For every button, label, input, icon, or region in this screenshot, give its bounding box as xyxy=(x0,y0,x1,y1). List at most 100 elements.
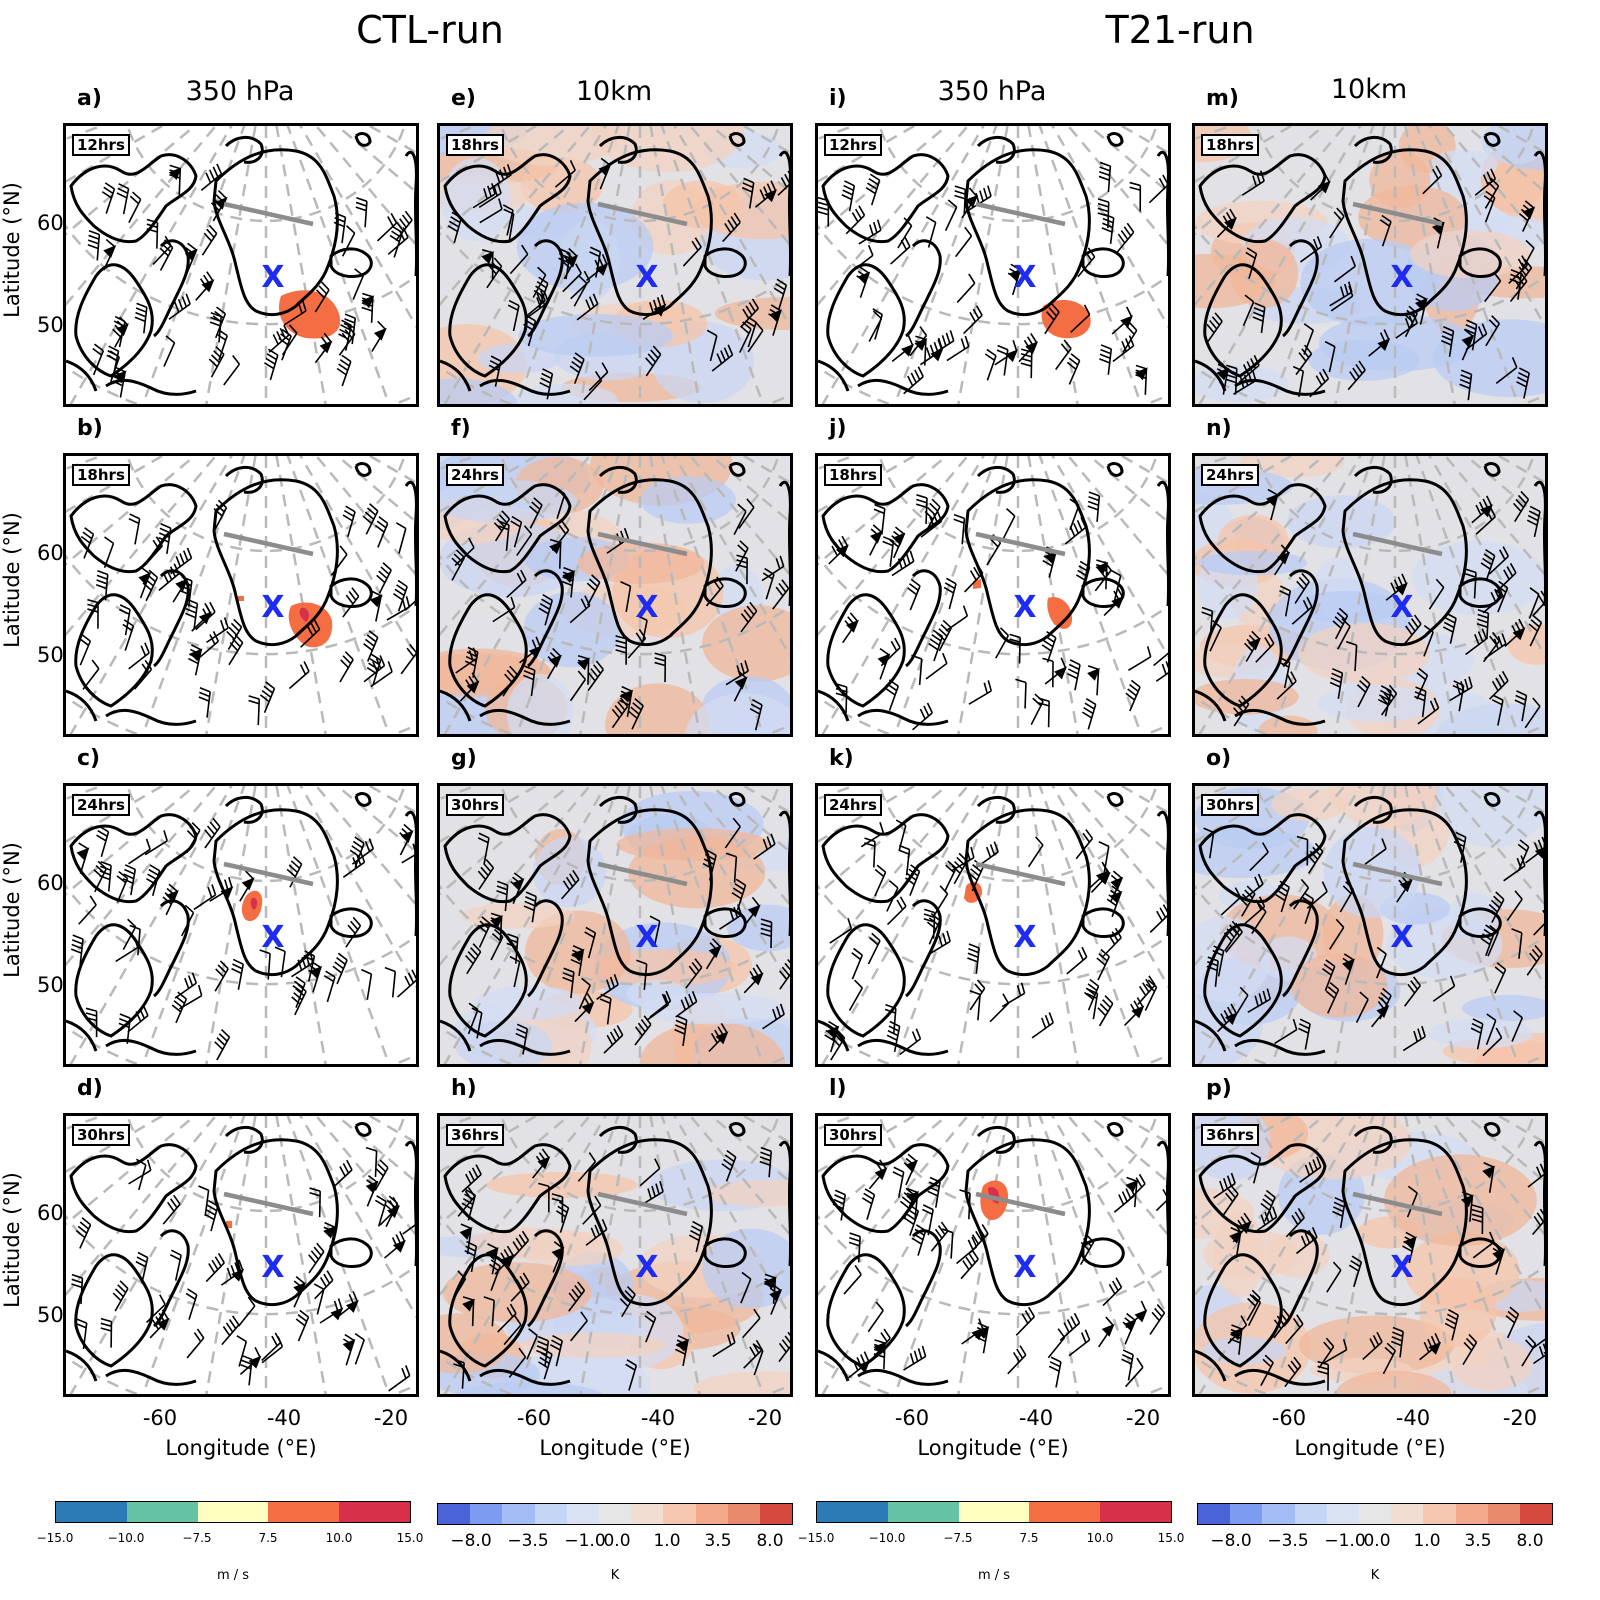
center-marker-icon: X xyxy=(1390,260,1413,295)
colorbar-tick-label: −10.0 xyxy=(868,1531,906,1545)
panel-label: h) xyxy=(451,1076,477,1101)
map-plot: X xyxy=(66,786,416,1064)
panel-label: c) xyxy=(77,746,101,771)
cross-section-line xyxy=(975,861,1066,887)
colorbar-swatch xyxy=(695,1504,728,1524)
map-plot: X xyxy=(1195,1116,1545,1394)
colorbar-swatch xyxy=(1519,1504,1553,1524)
x-axis-label: Longitude (°E) xyxy=(917,1436,1069,1460)
forecast-time-label: 24hrs xyxy=(72,794,130,816)
forecast-time-label: 36hrs xyxy=(1201,1124,1259,1146)
colorbar-tick-label: 8.0 xyxy=(756,1531,784,1551)
colorbar-tick-label: −10.0 xyxy=(107,1531,145,1545)
colorbar-swatch xyxy=(727,1504,760,1524)
cross-section-line xyxy=(975,531,1066,557)
center-marker-icon: X xyxy=(1390,590,1413,625)
x-tick-label: -20 xyxy=(373,1406,409,1430)
colorbar-swatch xyxy=(1294,1504,1327,1524)
map-panel: X 30hrs xyxy=(815,1113,1171,1397)
cross-section-line xyxy=(1352,531,1443,557)
temperature-colorbar xyxy=(1197,1503,1553,1525)
cross-section-line xyxy=(1352,861,1443,887)
colorbar-tick-label: 15.0 xyxy=(396,1531,424,1545)
colorbar-tick-label: 1.0 xyxy=(653,1531,681,1551)
map-panel: X 30hrs xyxy=(1192,783,1548,1067)
colorbar-tick-label: −8.0 xyxy=(1210,1531,1252,1551)
colorbar-swatch xyxy=(1455,1504,1488,1524)
map-panel: X 18hrs xyxy=(1192,123,1548,407)
colorbar-swatch xyxy=(817,1502,888,1522)
colorbar-tick-label: 10.0 xyxy=(325,1531,353,1545)
map-panel: X 18hrs xyxy=(815,453,1171,737)
x-tick-label: -60 xyxy=(142,1406,178,1430)
colorbar-swatch xyxy=(1358,1504,1392,1524)
map-plot: X xyxy=(440,126,790,404)
run-title-ctl: CTL-run xyxy=(356,8,504,52)
y-tick-label: 50 xyxy=(37,973,64,997)
colorbar-tick-label: −1.0 xyxy=(1324,1531,1366,1551)
x-tick-label: -60 xyxy=(516,1406,552,1430)
colorbar-swatch xyxy=(534,1504,567,1524)
panel-label: a) xyxy=(77,86,102,111)
wind-barbs xyxy=(1213,1151,1545,1391)
wind-barbs xyxy=(447,157,790,401)
center-marker-icon: X xyxy=(1013,920,1036,955)
colorbar-tick-label: −15.0 xyxy=(36,1531,74,1545)
panel-label: k) xyxy=(829,746,854,771)
wind-colorbar xyxy=(816,1501,1172,1523)
cross-section-line xyxy=(597,1191,688,1217)
colorbar-swatch xyxy=(438,1504,471,1524)
colorbar-tick-label: 7.5 xyxy=(258,1531,278,1545)
map-panel: X 18hrs xyxy=(437,123,793,407)
map-panel: X 12hrs xyxy=(815,123,1171,407)
wind-barbs xyxy=(824,819,1168,1061)
x-tick-label: -20 xyxy=(1502,1406,1538,1430)
map-plot: X xyxy=(818,786,1168,1064)
x-tick-label: -40 xyxy=(266,1406,302,1430)
forecast-time-label: 24hrs xyxy=(1201,464,1259,486)
colorbar-swatch xyxy=(502,1504,535,1524)
coastlines xyxy=(818,1122,1168,1386)
colorbar-swatch xyxy=(887,1502,959,1522)
panel-label: d) xyxy=(77,1076,103,1101)
colorbar-swatch xyxy=(1262,1504,1295,1524)
center-marker-icon: X xyxy=(1013,1250,1036,1285)
column-header: 350 hPa xyxy=(937,76,1047,107)
colorbar-tick-label: 3.5 xyxy=(704,1531,732,1551)
forecast-time-label: 24hrs xyxy=(446,464,504,486)
colorbar-unit: m / s xyxy=(216,1568,250,1583)
x-tick-label: -60 xyxy=(894,1406,930,1430)
map-plot: X xyxy=(66,1116,416,1394)
jet-speed-anomaly xyxy=(238,596,333,648)
colorbar-swatch xyxy=(759,1504,793,1524)
x-axis-label: Longitude (°E) xyxy=(539,1436,691,1460)
cross-section-line xyxy=(1352,201,1443,227)
y-tick-label: 50 xyxy=(37,313,64,337)
coastlines xyxy=(818,792,1168,1056)
column-header: 10km xyxy=(1330,74,1408,105)
forecast-time-label: 18hrs xyxy=(446,134,504,156)
map-plot: X xyxy=(66,456,416,734)
cross-section-line xyxy=(975,1191,1066,1217)
run-title-t21: T21-run xyxy=(1105,8,1255,52)
cross-section-line xyxy=(223,1191,314,1217)
colorbar-swatch xyxy=(268,1502,340,1522)
wind-barbs xyxy=(71,1146,416,1392)
map-panel: X 24hrs xyxy=(63,783,419,1067)
colorbar-tick-label: 7.5 xyxy=(1019,1531,1039,1545)
colorbar-swatch xyxy=(1198,1504,1231,1524)
wind-barbs xyxy=(465,817,790,1055)
cross-section-line xyxy=(223,531,314,557)
forecast-time-label: 12hrs xyxy=(824,134,882,156)
center-marker-icon: X xyxy=(261,1250,284,1285)
cross-section-line xyxy=(597,201,688,227)
wind-barbs xyxy=(1203,827,1545,1057)
colorbar-swatch xyxy=(470,1504,503,1524)
graticule xyxy=(66,1116,416,1394)
coastlines xyxy=(440,132,790,396)
panel-label: p) xyxy=(1206,1076,1232,1101)
forecast-time-label: 18hrs xyxy=(72,464,130,486)
coastlines xyxy=(66,462,416,726)
x-axis-label: Longitude (°E) xyxy=(165,1436,317,1460)
colorbar-swatch xyxy=(126,1502,198,1522)
